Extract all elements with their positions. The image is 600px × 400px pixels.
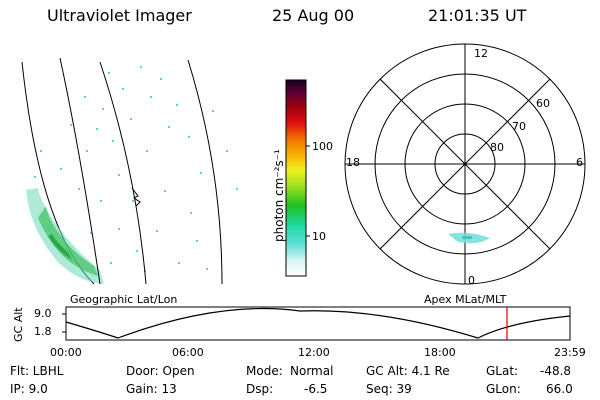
mlt-label-18: 18: [346, 156, 360, 169]
timeline-ytick-label: 1.8: [34, 325, 52, 338]
colorbar-tick-10: 10: [312, 230, 326, 243]
altitude-curve: [65, 307, 571, 339]
instrument-title: Ultraviolet Imager: [47, 6, 192, 25]
timeline-ylabel: GC Alt: [12, 307, 25, 342]
apex-caption: Apex MLat/MLT: [424, 293, 507, 306]
mlat-label-60: 60: [536, 97, 550, 110]
geographic-caption: Geographic Lat/Lon: [70, 293, 178, 306]
mlt-label-12: 12: [474, 47, 488, 60]
timeline-xtick-label: 23:59: [554, 346, 586, 359]
colorbar-unit-label: photon cm⁻²s⁻¹: [272, 149, 286, 242]
noise-speckles: [34, 66, 238, 272]
longitude-line: [187, 59, 223, 284]
timeline-xtick-label: 18:00: [424, 346, 456, 359]
polar-meridian: [379, 78, 551, 250]
polar-auroral-emission: [448, 232, 490, 244]
mlat-label-70: 70: [512, 120, 526, 133]
door-info: Door: Open: [126, 364, 195, 378]
mode-label: Mode:: [246, 364, 283, 378]
geographic-image: [21, 58, 238, 284]
timeline-ytick-label: 9.0: [34, 307, 52, 320]
glat-value: -48.8: [540, 364, 572, 378]
glat-label: GLat:: [486, 364, 519, 378]
timeline-xtick-label: 06:00: [172, 346, 204, 359]
mlt-label-6: 6: [576, 156, 583, 169]
colorbar: [285, 79, 307, 277]
polar-mlat-mlt-plot: [344, 43, 586, 285]
longitude-line: [59, 58, 101, 284]
glon-value: 66.0: [546, 382, 573, 396]
altitude-timeline: [62, 306, 571, 341]
glon-label: GLon:: [486, 382, 521, 396]
gc-alt-info: GC Alt: 4.1 Re: [366, 364, 450, 378]
ip-info: IP: 9.0: [10, 382, 48, 396]
filter-info: Flt: LBHL: [10, 364, 64, 378]
gain-info: Gain: 13: [126, 382, 177, 396]
mode-value: Normal: [290, 364, 334, 378]
timeline-xtick-label: 00:00: [50, 346, 82, 359]
auroral-emission: [26, 188, 104, 284]
timeline-xtick-label: 12:00: [298, 346, 330, 359]
coastline-fragment: [131, 187, 141, 207]
date-label: 25 Aug 00: [272, 6, 355, 25]
dsp-label: Dsp:: [246, 382, 274, 396]
dsp-value: -6.5: [304, 382, 328, 396]
time-label: 21:01:35 UT: [428, 6, 527, 25]
mlat-label-80: 80: [490, 141, 504, 154]
colorbar-tick-100: 100: [312, 140, 333, 153]
mlt-label-0: 0: [468, 274, 475, 287]
longitude-line: [99, 61, 147, 284]
timeline-frame: [65, 306, 571, 341]
seq-info: Seq: 39: [366, 382, 412, 396]
